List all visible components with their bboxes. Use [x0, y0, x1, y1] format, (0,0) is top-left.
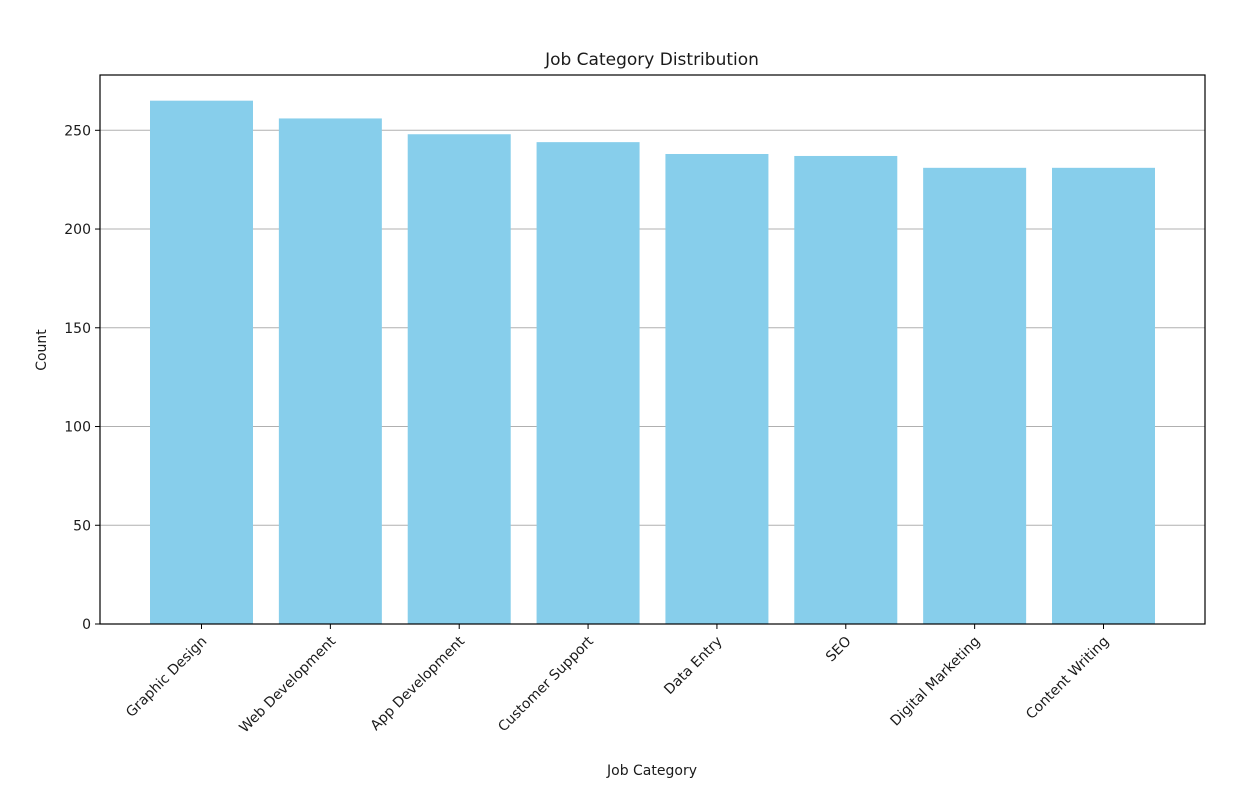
- x-tick-label: Content Writing: [1023, 634, 1112, 723]
- y-tick-label: 100: [64, 420, 91, 436]
- x-tick-label: App Development: [368, 633, 469, 734]
- bar: [665, 153, 769, 625]
- bar: [407, 134, 511, 624]
- y-tick-label: 250: [64, 123, 91, 139]
- bar: [923, 167, 1027, 625]
- y-tick-label: 50: [73, 518, 91, 534]
- x-tick-label: Digital Marketing: [888, 634, 984, 730]
- y-axis-title: Count: [34, 329, 50, 371]
- y-tick-label: 150: [64, 321, 91, 337]
- x-tick-label: Data Entry: [661, 634, 725, 698]
- x-tick-label: Customer Support: [495, 633, 597, 735]
- y-tick-label: 200: [64, 222, 91, 238]
- x-tick-label: Graphic Design: [123, 634, 210, 721]
- x-tick-label: Web Development: [236, 633, 339, 736]
- x-tick-label: SEO: [823, 634, 855, 666]
- bar: [150, 100, 253, 624]
- x-axis-ticks: Graphic Design Web Development App Develop…: [123, 624, 1112, 736]
- y-gridlines: [100, 129, 1205, 526]
- y-axis-ticks: 0 50 100 150 200 250: [64, 123, 100, 633]
- bar: [278, 118, 382, 624]
- x-axis-title: Job Category: [606, 763, 697, 779]
- bar: [1052, 167, 1155, 625]
- chart-title: Job Category Distribution: [544, 50, 759, 70]
- bar: [794, 155, 898, 624]
- y-tick-label: 0: [82, 617, 91, 633]
- bar: [536, 142, 640, 624]
- bars: [150, 100, 1155, 625]
- plot-frame: [99, 74, 1206, 625]
